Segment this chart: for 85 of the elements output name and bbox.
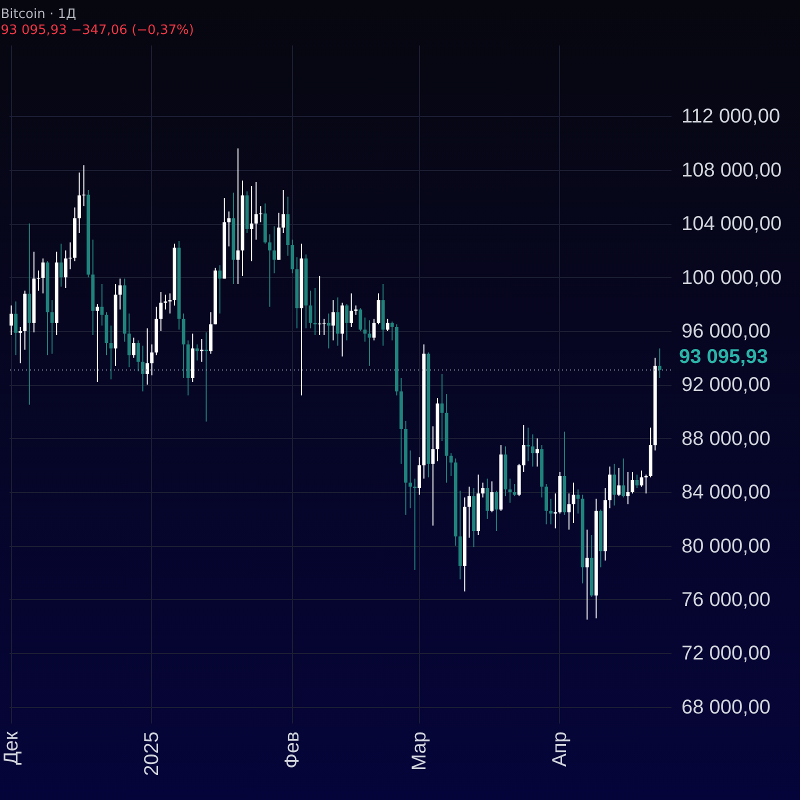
- y-tick-label: 104 000,00: [682, 213, 782, 236]
- y-tick-label: 72 000,00: [682, 642, 770, 665]
- y-tick-label: 108 000,00: [682, 159, 782, 182]
- candlestick: [272, 226, 276, 274]
- candlestick: [386, 318, 390, 332]
- candlestick: [363, 317, 367, 342]
- x-tick-label: 2025: [140, 732, 163, 776]
- candlestick: [512, 484, 516, 497]
- ref-line-label: 93 095,93: [679, 346, 768, 368]
- candlestick: [96, 304, 100, 382]
- candlestick: [644, 474, 648, 494]
- candlestick: [431, 426, 435, 526]
- x-tick-label: Мар: [408, 732, 430, 771]
- candlestick: [168, 292, 172, 314]
- y-tick-label: 68 000,00: [682, 696, 770, 718]
- candlestick: [486, 478, 490, 520]
- candlestick: [250, 185, 254, 262]
- candlestick: [164, 294, 168, 310]
- candlestick: [132, 337, 136, 358]
- candlestick: [136, 340, 140, 372]
- candlestick: [585, 529, 589, 620]
- candlestick: [332, 300, 335, 341]
- candlestick: [418, 456, 422, 496]
- candlestick: [617, 467, 621, 497]
- candlestick: [109, 325, 113, 380]
- candlestick: [531, 434, 534, 468]
- candlestick: [494, 490, 498, 532]
- candlestick: [526, 427, 530, 462]
- chart-title: Bitcoin · 1Д: [0, 7, 76, 22]
- candlestick: [549, 498, 553, 525]
- candlestick: [195, 344, 199, 362]
- x-tick-label: Дек: [0, 731, 22, 765]
- candlestick: [635, 474, 639, 489]
- candlestick: [658, 348, 662, 378]
- candlestick: [146, 328, 149, 386]
- candlestick: [118, 278, 122, 310]
- candlestick: [313, 288, 317, 336]
- candlestick: [390, 321, 394, 341]
- y-tick-label: 76 000,00: [682, 588, 770, 611]
- candlestick: [82, 164, 86, 207]
- candlestick: [59, 243, 63, 288]
- y-tick-label: 84 000,00: [682, 482, 770, 504]
- candlestick: [626, 471, 630, 505]
- candlestick: [150, 344, 154, 376]
- candlestick: [536, 438, 539, 468]
- candlestick: [358, 308, 362, 332]
- candlestick: [18, 326, 22, 364]
- x-tick-label: Апр: [548, 732, 571, 767]
- candlestick: [490, 480, 494, 513]
- candlestick: [345, 304, 348, 341]
- x-tick-label: Фев: [281, 732, 304, 768]
- candlestick: [159, 292, 163, 332]
- candlestick: [50, 300, 54, 354]
- candlestick: [254, 181, 258, 240]
- candlestick: [218, 264, 222, 314]
- candlestick: [336, 296, 340, 346]
- candlestick: [64, 250, 68, 289]
- y-tick-label: 96 000,00: [682, 320, 770, 342]
- candlestick: [612, 463, 616, 506]
- candlestick: [622, 458, 626, 498]
- candlestick: [141, 345, 144, 392]
- y-tick-label: 112 000,00: [682, 106, 780, 128]
- candlestick: [10, 304, 13, 336]
- candlestick: [282, 190, 286, 234]
- candlestick: [354, 304, 358, 316]
- y-tick-label: 92 000,00: [682, 374, 770, 396]
- y-tick-label: 80 000,00: [682, 535, 770, 558]
- candlestick: [554, 492, 558, 529]
- candlestick: [449, 452, 453, 476]
- candlestick: [468, 486, 471, 538]
- candlestick: [326, 313, 330, 349]
- candlestick: [127, 313, 131, 368]
- candlestick: [227, 210, 231, 247]
- candlestick: [268, 234, 272, 308]
- candlestick: [413, 478, 417, 570]
- candlestick: [522, 424, 526, 472]
- candlestick: [14, 300, 18, 356]
- candlestick: [408, 450, 412, 509]
- y-tick-label: 100 000,00: [682, 266, 782, 289]
- candlestick: [350, 292, 354, 328]
- candlestick: [318, 275, 322, 336]
- candlestick: [481, 482, 485, 498]
- chart-subtitle: 93 095,93 −347,06 (−0,37%): [0, 23, 194, 38]
- candlestick: [78, 172, 81, 234]
- y-tick-label: 88 000,00: [682, 428, 770, 450]
